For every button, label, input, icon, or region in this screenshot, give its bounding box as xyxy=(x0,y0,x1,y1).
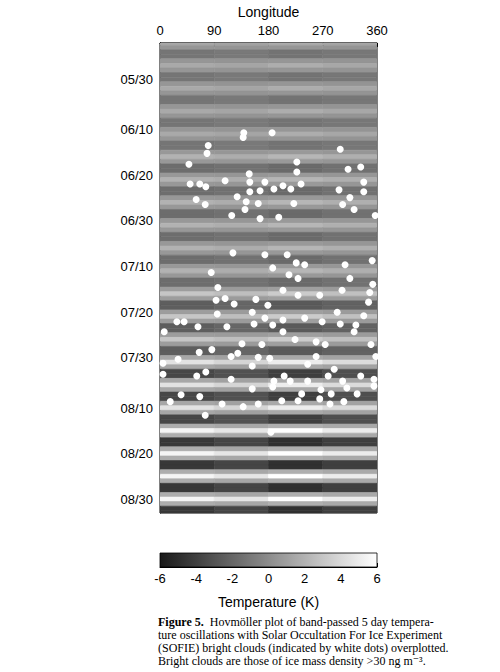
svg-text:(SOFIE) bright clouds (indicat: (SOFIE) bright clouds (indicated by whit… xyxy=(158,641,449,655)
svg-text:6: 6 xyxy=(373,571,380,586)
svg-text:07/30: 07/30 xyxy=(120,350,153,365)
svg-text:Temperature (K): Temperature (K) xyxy=(218,594,319,610)
svg-text:0: 0 xyxy=(265,571,272,586)
svg-text:-4: -4 xyxy=(190,571,202,586)
svg-text:Hovmöller plot of band-passed: Hovmöller plot of band-passed 5 day temp… xyxy=(204,615,434,629)
svg-text:08/10: 08/10 xyxy=(120,401,153,416)
svg-text:360: 360 xyxy=(366,23,388,38)
svg-text:07/10: 07/10 xyxy=(120,259,153,274)
svg-text:-2: -2 xyxy=(227,571,239,586)
svg-text:90: 90 xyxy=(207,23,221,38)
svg-text:0: 0 xyxy=(156,23,163,38)
svg-text:05/30: 05/30 xyxy=(120,72,153,87)
svg-text:06/20: 06/20 xyxy=(120,168,153,183)
svg-text:4: 4 xyxy=(337,571,344,586)
svg-text:06/10: 06/10 xyxy=(120,122,153,137)
svg-text:270: 270 xyxy=(312,23,334,38)
svg-text:ture oscillations with Solar O: ture oscillations with Solar Occultation… xyxy=(158,628,443,642)
svg-text:180: 180 xyxy=(258,23,280,38)
svg-text:06/30: 06/30 xyxy=(120,213,153,228)
svg-text:Longitude: Longitude xyxy=(238,4,300,20)
svg-text:-6: -6 xyxy=(154,571,166,586)
svg-text:07/20: 07/20 xyxy=(120,305,153,320)
svg-text:Figure 5.: Figure 5. xyxy=(158,615,204,629)
svg-text:08/20: 08/20 xyxy=(120,446,153,461)
svg-text:Bright clouds are those of ice: Bright clouds are those of ice mass dens… xyxy=(158,654,426,668)
svg-text:2: 2 xyxy=(301,571,308,586)
svg-text:08/30: 08/30 xyxy=(120,492,153,507)
